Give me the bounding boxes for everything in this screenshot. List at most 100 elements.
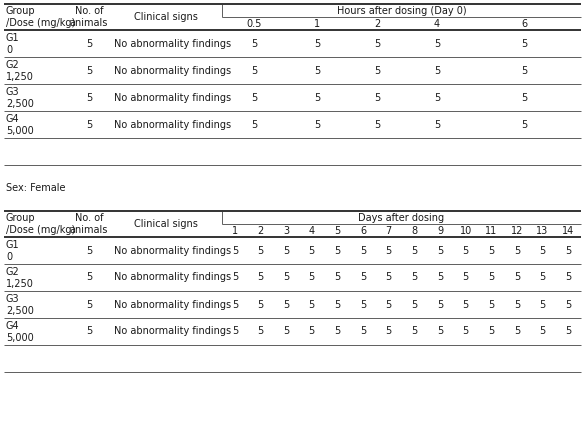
Text: 5: 5 (374, 119, 380, 130)
Text: 5: 5 (360, 273, 366, 282)
Text: 12: 12 (511, 226, 523, 235)
Text: 5: 5 (86, 246, 92, 256)
Text: 5: 5 (334, 300, 340, 309)
Text: No abnormality findings: No abnormality findings (114, 273, 231, 282)
Text: 5: 5 (314, 119, 320, 130)
Text: 5: 5 (565, 327, 572, 336)
Text: 5: 5 (463, 327, 469, 336)
Text: No abnormality findings: No abnormality findings (114, 92, 231, 102)
Text: 3: 3 (283, 226, 289, 235)
Text: 5: 5 (411, 300, 418, 309)
Text: G1
0: G1 0 (6, 33, 20, 55)
Text: 5: 5 (437, 300, 443, 309)
Text: No abnormality findings: No abnormality findings (114, 119, 231, 130)
Text: 5: 5 (434, 65, 440, 75)
Text: 5: 5 (86, 65, 92, 75)
Text: 5: 5 (86, 327, 92, 336)
Text: 4: 4 (434, 18, 440, 29)
Text: 2: 2 (257, 226, 264, 235)
Text: 5: 5 (386, 327, 392, 336)
Text: 5: 5 (252, 119, 257, 130)
Text: 5: 5 (257, 327, 264, 336)
Text: 5: 5 (86, 92, 92, 102)
Text: 5: 5 (257, 246, 264, 256)
Text: No abnormality findings: No abnormality findings (114, 246, 231, 256)
Text: 5: 5 (539, 300, 546, 309)
Text: 5: 5 (232, 300, 238, 309)
Text: 5: 5 (411, 327, 418, 336)
Text: 5: 5 (314, 65, 320, 75)
Text: 5: 5 (411, 273, 418, 282)
Text: 5: 5 (463, 246, 469, 256)
Text: 5: 5 (314, 39, 320, 48)
Text: Group
/Dose (mg/kg): Group /Dose (mg/kg) (6, 213, 75, 235)
Text: 5: 5 (386, 300, 392, 309)
Text: 5: 5 (437, 246, 443, 256)
Text: 5: 5 (386, 246, 392, 256)
Text: G1
0: G1 0 (6, 240, 20, 262)
Text: No abnormality findings: No abnormality findings (114, 327, 231, 336)
Text: 5: 5 (283, 327, 289, 336)
Text: 8: 8 (411, 226, 417, 235)
Text: 5: 5 (360, 300, 366, 309)
Text: 5: 5 (488, 273, 494, 282)
Text: 5: 5 (488, 246, 494, 256)
Text: 5: 5 (514, 273, 520, 282)
Text: 9: 9 (437, 226, 443, 235)
Text: 5: 5 (360, 327, 366, 336)
Text: 1: 1 (314, 18, 320, 29)
Text: 5: 5 (463, 273, 469, 282)
Text: Group
/Dose (mg/kg): Group /Dose (mg/kg) (6, 6, 75, 28)
Text: 5: 5 (257, 300, 264, 309)
Text: 5: 5 (437, 273, 443, 282)
Text: 14: 14 (562, 226, 574, 235)
Text: 5: 5 (521, 39, 527, 48)
Text: 5: 5 (309, 273, 315, 282)
Text: 5: 5 (232, 273, 238, 282)
Text: 5: 5 (565, 273, 572, 282)
Text: Hours after dosing (Day 0): Hours after dosing (Day 0) (337, 6, 466, 15)
Text: 5: 5 (539, 273, 546, 282)
Text: 5: 5 (283, 273, 289, 282)
Text: 5: 5 (309, 246, 315, 256)
Text: No. of
animals: No. of animals (70, 6, 108, 28)
Text: G4
5,000: G4 5,000 (6, 114, 34, 136)
Text: 5: 5 (521, 119, 527, 130)
Text: G4
5,000: G4 5,000 (6, 321, 34, 342)
Text: 5: 5 (434, 39, 440, 48)
Text: 5: 5 (374, 39, 380, 48)
Text: 5: 5 (434, 119, 440, 130)
Text: 2: 2 (374, 18, 380, 29)
Text: 5: 5 (232, 246, 238, 256)
Text: 13: 13 (536, 226, 549, 235)
Text: 5: 5 (283, 300, 289, 309)
Text: 1: 1 (232, 226, 238, 235)
Text: G3
2,500: G3 2,500 (6, 294, 34, 315)
Text: No. of
animals: No. of animals (70, 213, 108, 235)
Text: 5: 5 (309, 327, 315, 336)
Text: 5: 5 (232, 327, 238, 336)
Text: 5: 5 (521, 65, 527, 75)
Text: 5: 5 (86, 119, 92, 130)
Text: G2
1,250: G2 1,250 (6, 60, 34, 82)
Text: Sex: Female: Sex: Female (6, 183, 66, 193)
Text: 6: 6 (521, 18, 527, 29)
Text: 5: 5 (437, 327, 443, 336)
Text: 5: 5 (314, 92, 320, 102)
Text: 5: 5 (411, 246, 418, 256)
Text: 5: 5 (565, 300, 572, 309)
Text: 5: 5 (565, 246, 572, 256)
Text: Days after dosing: Days after dosing (359, 212, 445, 223)
Text: 5: 5 (86, 273, 92, 282)
Text: 5: 5 (86, 39, 92, 48)
Text: 5: 5 (252, 92, 257, 102)
Text: 5: 5 (521, 92, 527, 102)
Text: 5: 5 (334, 327, 340, 336)
Text: 5: 5 (86, 300, 92, 309)
Text: 6: 6 (360, 226, 366, 235)
Text: 5: 5 (514, 246, 520, 256)
Text: 5: 5 (309, 300, 315, 309)
Text: 5: 5 (386, 273, 392, 282)
Text: 5: 5 (488, 327, 494, 336)
Text: G2
1,250: G2 1,250 (6, 267, 34, 288)
